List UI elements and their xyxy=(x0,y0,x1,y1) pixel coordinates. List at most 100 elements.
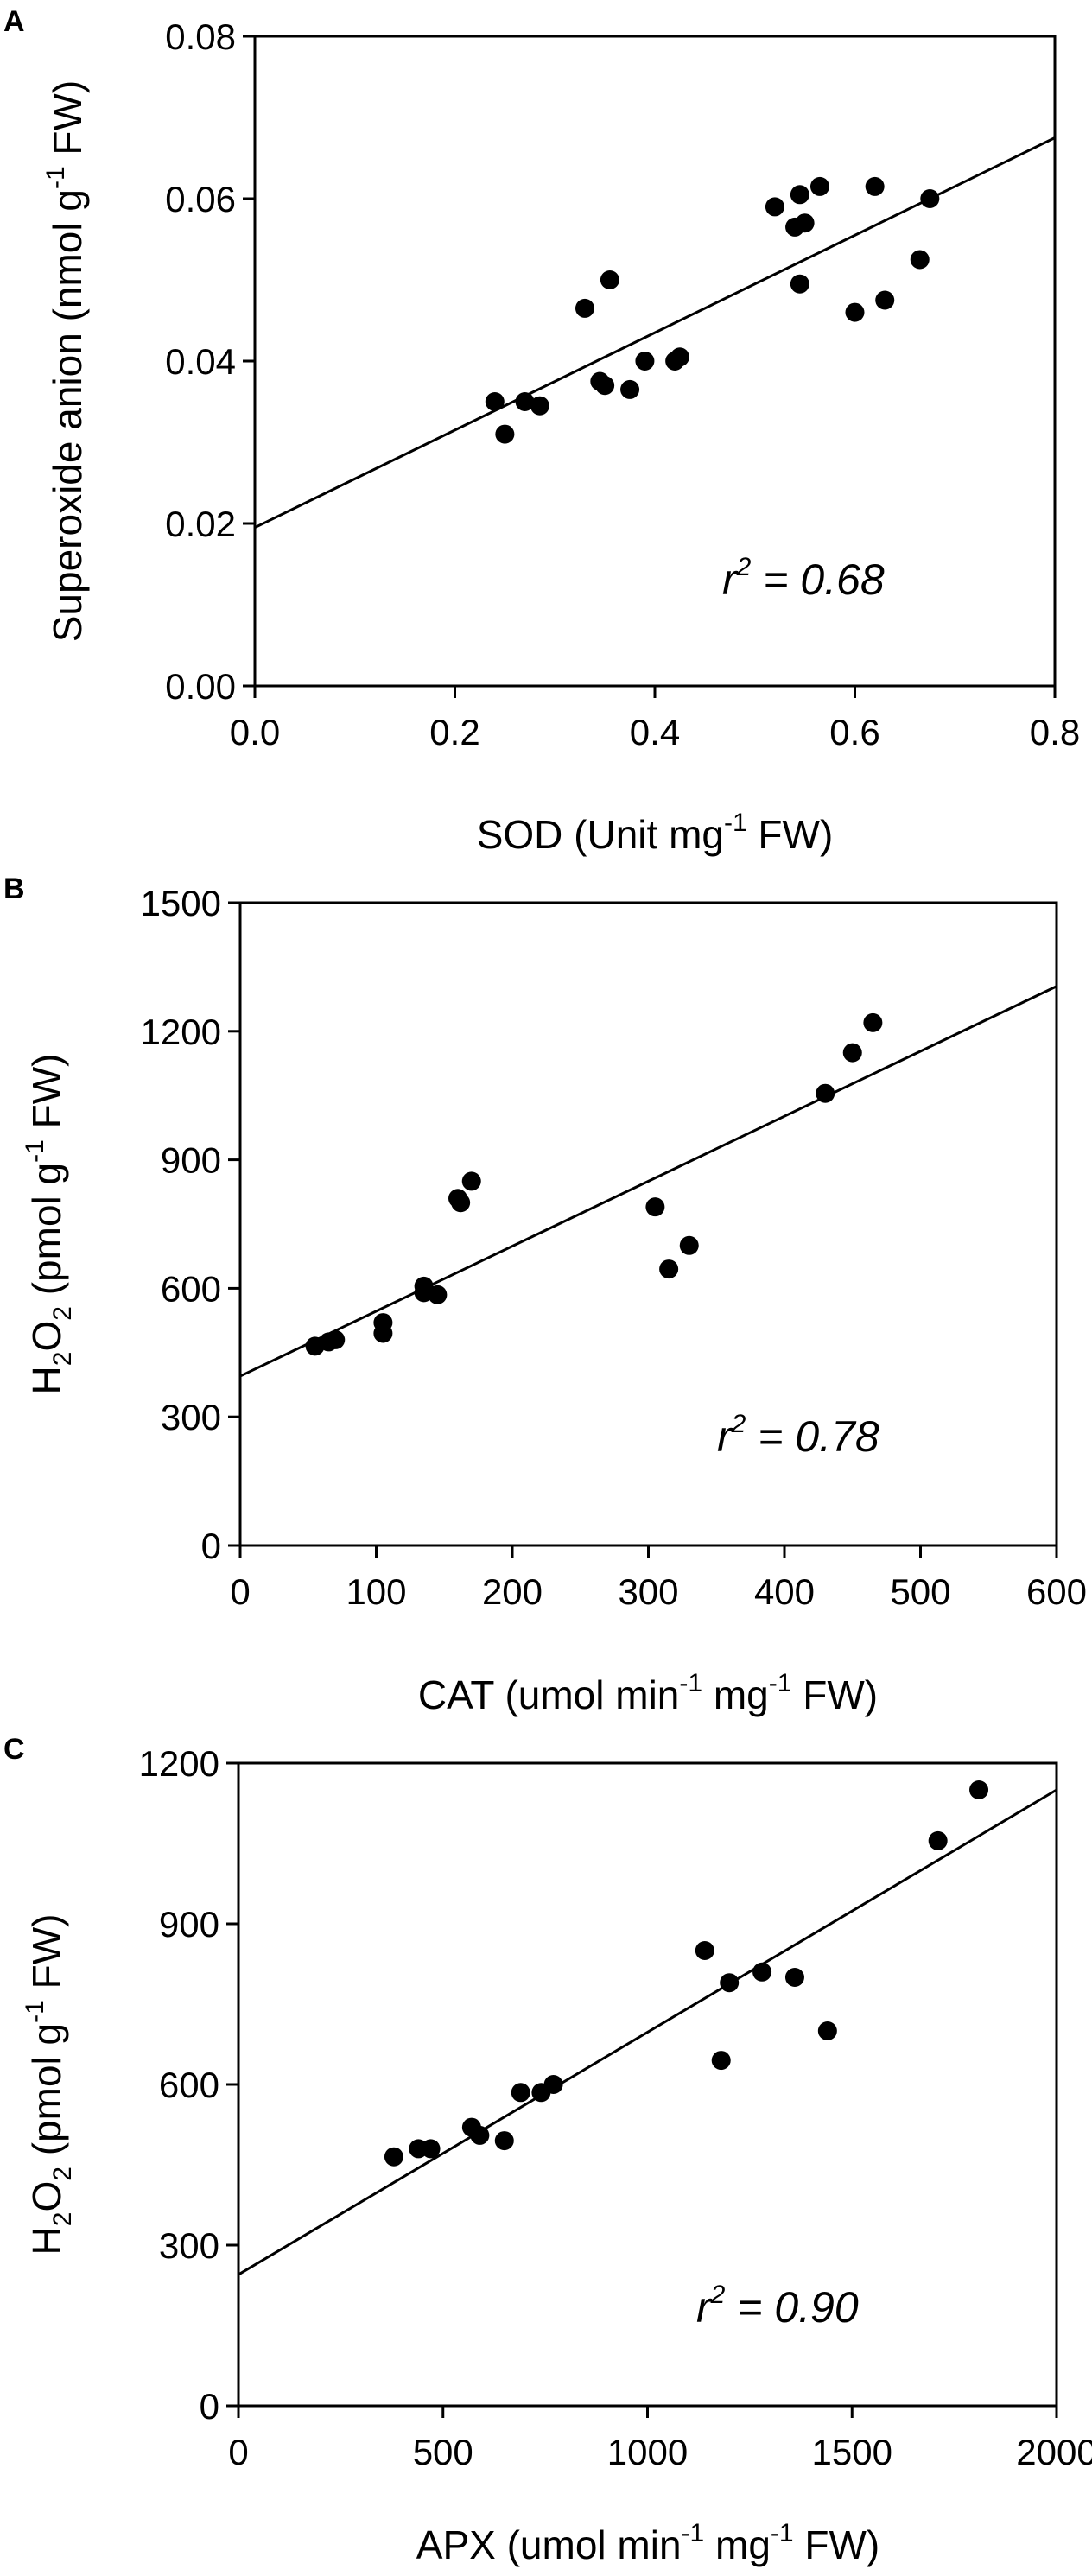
trendline-b xyxy=(239,985,1057,1378)
y-tick-labels-b: 0 300 600 900 1200 1500 xyxy=(141,883,221,1566)
r-squared-annotation-c: r2 = 0.90 xyxy=(696,2281,859,2332)
y-title-c-pre2: (pmol g xyxy=(24,2023,69,2167)
data-point-c-3 xyxy=(421,2139,441,2159)
data-point-c-6 xyxy=(494,2131,514,2151)
chart-panel-b: B 0 300 600 900 1200 1500 0 100 200 300 400 500 600… xyxy=(3,872,1087,1717)
x-tick-label-b: 0 xyxy=(230,1571,250,1612)
y-title-c-sup: -1 xyxy=(21,2000,49,2023)
x-tick-label-b: 500 xyxy=(890,1571,950,1612)
x-tick-labels-a: 0.0 0.2 0.4 0.6 0.8 xyxy=(230,712,1080,752)
data-points-a xyxy=(485,176,940,444)
x-tick-label-a: 0.2 xyxy=(429,712,479,752)
y-tick-marks-c xyxy=(226,1761,238,2408)
x-tick-label-b: 300 xyxy=(618,1571,678,1612)
x-tick-label-b: 200 xyxy=(482,1571,543,1612)
data-point-b-17 xyxy=(863,1012,883,1032)
y-axis-title-a: Superoxide anion (nmol g-1 FW) xyxy=(41,80,90,643)
y-title-c-sub2: 2 xyxy=(48,2167,77,2181)
data-point-a-15 xyxy=(790,185,809,205)
data-points-c xyxy=(384,1780,989,2167)
x-tick-label-b: 100 xyxy=(346,1571,406,1612)
data-point-c-15 xyxy=(817,2021,837,2040)
data-point-b-10 xyxy=(451,1193,471,1213)
x-tick-label-c: 1500 xyxy=(812,2432,892,2472)
r-exp-b: 2 xyxy=(731,1410,746,1438)
data-point-b-5 xyxy=(373,1323,393,1343)
y-tick-label-c: 900 xyxy=(159,1904,219,1945)
data-point-c-1 xyxy=(384,2147,403,2167)
data-point-b-13 xyxy=(659,1259,679,1279)
x-title-c-sup1: -1 xyxy=(682,2519,705,2547)
x-title-a-pre: SOD (Unit mg xyxy=(477,812,724,857)
r-exp-c: 2 xyxy=(710,2281,726,2309)
y-title-b-pre2: (pmol g xyxy=(24,1163,69,1306)
x-title-c-post: FW) xyxy=(794,2522,880,2567)
data-point-a-7 xyxy=(595,376,615,396)
y-tick-label-a: 0.02 xyxy=(165,504,236,544)
data-point-a-5 xyxy=(575,298,594,318)
data-point-c-10 xyxy=(695,1941,714,1960)
r-symbol-a: r xyxy=(722,555,739,604)
data-point-a-16 xyxy=(795,213,815,233)
data-point-b-11 xyxy=(461,1171,481,1191)
x-title-c-pre: APX (umol min xyxy=(416,2522,682,2567)
r-value-b: = 0.78 xyxy=(746,1412,879,1461)
x-tick-label-a: 0.0 xyxy=(230,712,280,752)
data-point-a-12 xyxy=(670,347,689,367)
data-point-a-18 xyxy=(809,176,829,196)
y-tick-label-a: 0.06 xyxy=(165,179,236,219)
x-title-b-mid: mg xyxy=(702,1672,769,1717)
y-title-b-post: FW) xyxy=(24,1054,69,1140)
x-tick-label-a: 0.6 xyxy=(829,712,879,752)
data-point-a-10 xyxy=(635,352,655,371)
data-point-a-21 xyxy=(875,290,895,310)
data-point-b-16 xyxy=(842,1043,862,1063)
x-axis-title-c: APX (umol min-1 mg-1 FW) xyxy=(416,2519,879,2567)
plot-frame-b xyxy=(238,901,1058,1547)
data-point-c-17 xyxy=(969,1780,989,1799)
y-title-c-sub1: 2 xyxy=(48,2212,77,2227)
data-point-a-22 xyxy=(910,250,930,270)
trendline-c xyxy=(238,1788,1057,2276)
data-point-b-12 xyxy=(645,1197,665,1217)
y-title-b-o: O xyxy=(24,1321,69,1352)
y-title-c-o: O xyxy=(24,2181,69,2212)
y-title-b-sub2: 2 xyxy=(48,1306,77,1321)
x-title-b-pre: CAT (umol min xyxy=(418,1672,679,1717)
data-point-a-23 xyxy=(920,189,940,208)
x-tick-label-b: 400 xyxy=(754,1571,815,1612)
data-point-c-12 xyxy=(720,1973,740,1993)
plot-frame-a xyxy=(253,35,1057,688)
y-tick-label-c: 600 xyxy=(159,2065,219,2105)
data-point-a-9 xyxy=(620,379,640,399)
data-point-c-9 xyxy=(543,2075,563,2094)
x-tick-labels-b: 0 100 200 300 400 500 600 xyxy=(230,1571,1087,1612)
r-symbol-b: r xyxy=(717,1412,733,1461)
y-tick-label-b: 1500 xyxy=(141,883,221,923)
x-tick-label-a: 0.4 xyxy=(630,712,680,752)
data-point-a-8 xyxy=(600,270,619,289)
data-point-c-5 xyxy=(470,2125,490,2145)
data-points-b xyxy=(305,1012,883,1356)
y-title-a-post: FW) xyxy=(45,80,90,167)
data-point-c-11 xyxy=(711,2051,731,2071)
x-tick-label-c: 2000 xyxy=(1016,2432,1092,2472)
y-title-a-sup: -1 xyxy=(41,166,70,189)
y-tick-label-b: 0 xyxy=(201,1526,221,1566)
y-tick-labels-c: 0 300 600 900 1200 xyxy=(139,1743,219,2427)
data-point-c-7 xyxy=(511,2083,530,2103)
x-tick-label-c: 1000 xyxy=(607,2432,688,2472)
y-title-b-sub1: 2 xyxy=(48,1352,77,1367)
y-tick-labels-a: 0.00 0.02 0.04 0.06 0.08 xyxy=(165,16,236,707)
r-squared-annotation-a: r2 = 0.68 xyxy=(722,553,885,604)
data-point-a-1 xyxy=(485,392,505,411)
y-axis-title-c: H2O2 (pmol g-1 FW) xyxy=(21,1914,77,2256)
chart-panel-a: A 0.00 0.02 0.04 0.06 0.08 0.0 0.2 0.4 0.6 0.8 r… xyxy=(3,5,1080,857)
x-tick-label-c: 0 xyxy=(228,2432,248,2472)
y-axis-title-b: H2O2 (pmol g-1 FW) xyxy=(21,1054,77,1395)
y-tick-label-a: 0.08 xyxy=(165,16,236,57)
r-value-a: = 0.68 xyxy=(751,555,884,604)
data-point-b-15 xyxy=(816,1083,835,1103)
x-title-c-mid: mg xyxy=(704,2522,771,2567)
